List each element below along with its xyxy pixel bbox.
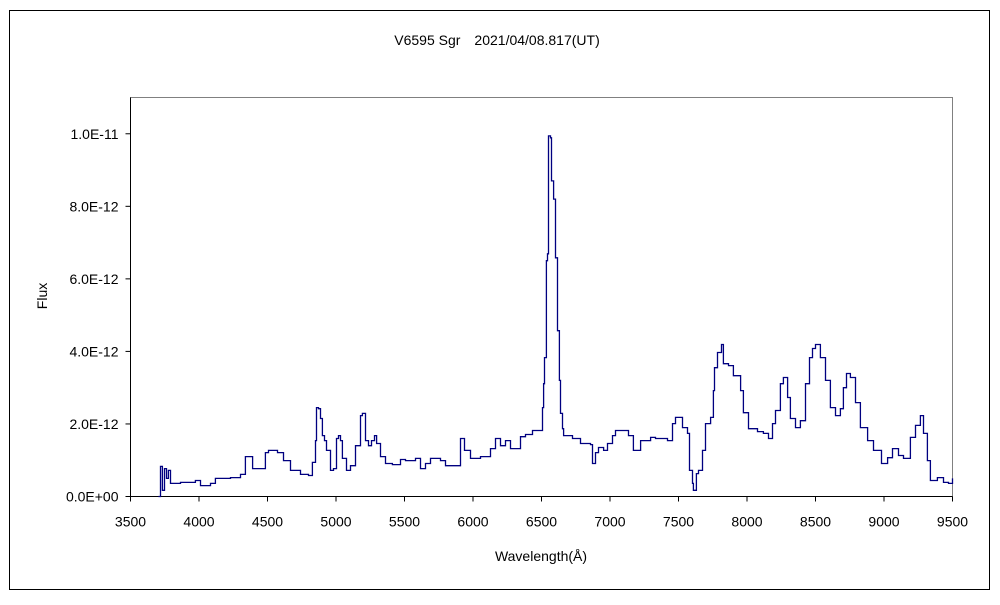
x-tick-label: 7000 <box>594 514 625 530</box>
x-tick-label: 3500 <box>115 514 146 530</box>
y-tick-label: 2.0E-12 <box>69 416 118 432</box>
x-axis-label: Wavelength(Å) <box>495 548 587 564</box>
x-tick-label: 4000 <box>183 514 214 530</box>
x-tick-label: 5500 <box>389 514 420 530</box>
x-axis: 3500 4000 4500 5000 5500 6000 6500 7000 7500 8000… <box>115 496 968 530</box>
plot-area <box>130 97 953 497</box>
x-tick-label: 9500 <box>937 514 968 530</box>
y-axis: 0.0E+00 2.0E-12 4.0E-12 6.0E-12 8.0E-12 1.0E-… <box>66 97 131 505</box>
y-tick-label: 0.0E+00 <box>66 489 119 505</box>
x-tick-label: 7500 <box>663 514 694 530</box>
y-tick-label: 8.0E-12 <box>69 198 118 214</box>
y-tick-label: 6.0E-12 <box>69 271 118 287</box>
y-tick-label: 1.0E-11 <box>71 126 119 142</box>
x-tick-label: 8500 <box>800 514 831 530</box>
x-tick-label: 9000 <box>868 514 899 530</box>
x-tick-label: 6000 <box>457 514 488 530</box>
y-axis-label: Flux <box>34 283 50 309</box>
x-tick-label: 8000 <box>731 514 762 530</box>
y-tick-label: 4.0E-12 <box>69 343 118 359</box>
spectrum-line <box>158 135 954 498</box>
chart-title: V6595 Sgr 2021/04/08.817(UT) <box>394 32 599 48</box>
x-tick-label: 4500 <box>252 514 283 530</box>
x-tick-label: 5000 <box>320 514 351 530</box>
x-tick-label: 6500 <box>526 514 557 530</box>
